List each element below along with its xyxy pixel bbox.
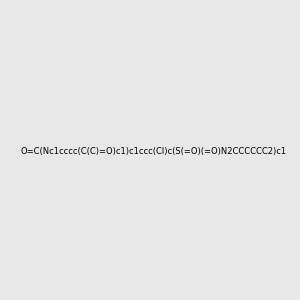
Text: O=C(Nc1cccc(C(C)=O)c1)c1ccc(Cl)c(S(=O)(=O)N2CCCCCC2)c1: O=C(Nc1cccc(C(C)=O)c1)c1ccc(Cl)c(S(=O)(=… — [21, 147, 287, 156]
